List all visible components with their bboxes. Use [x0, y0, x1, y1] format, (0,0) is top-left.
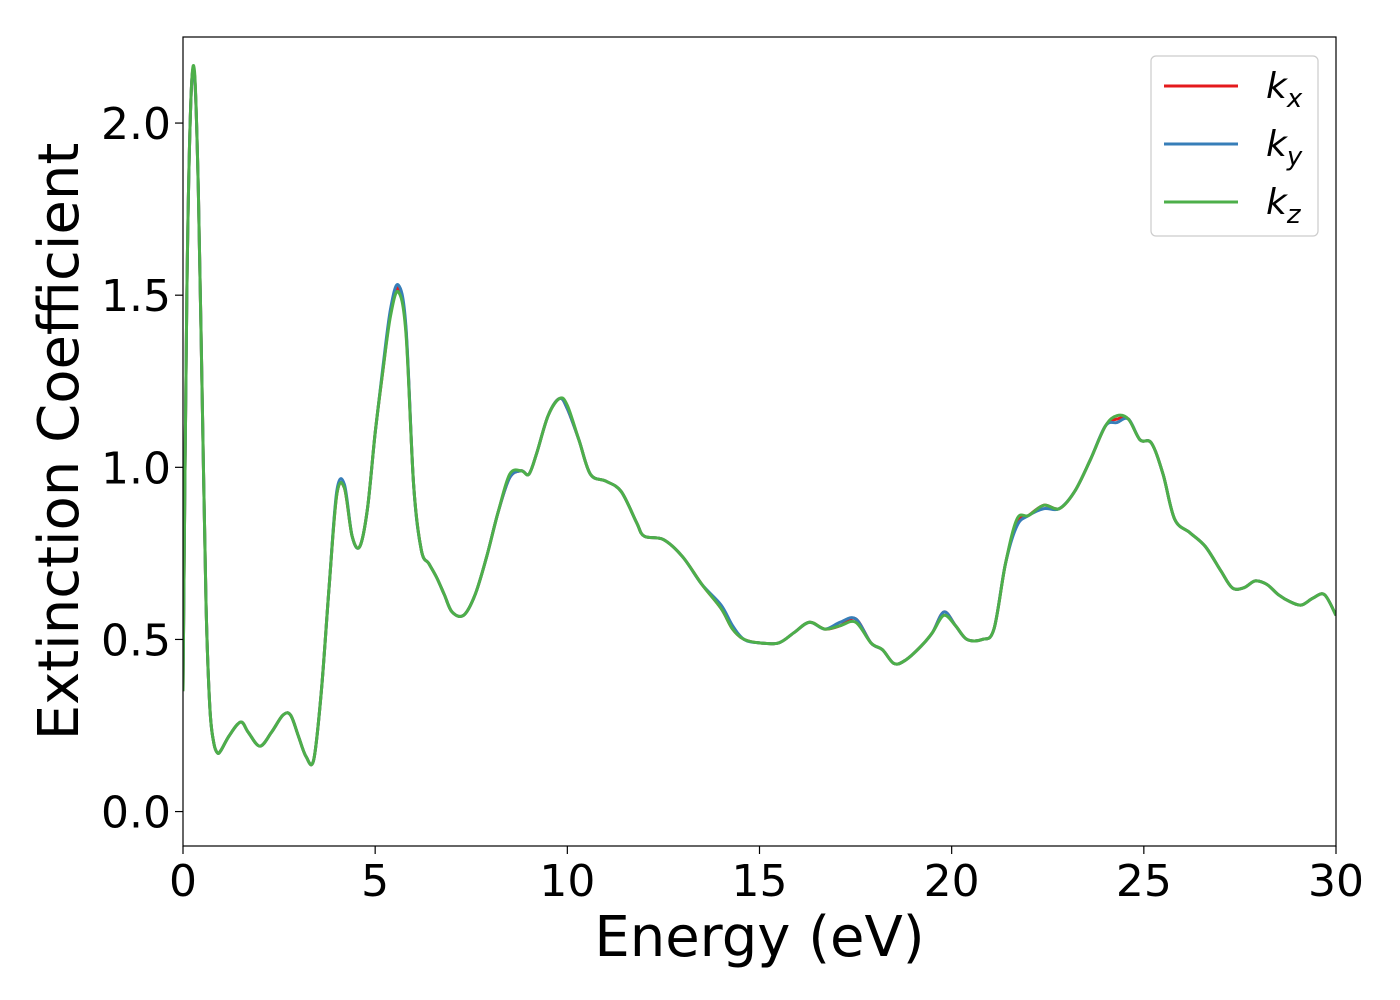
y-tick-label: 0.0 — [101, 788, 171, 839]
legend-label-ky: ky — [1266, 124, 1303, 172]
x-tick-label: 0 — [169, 856, 197, 907]
plot-area — [183, 64, 1336, 767]
y-tick-label: 1.0 — [101, 443, 171, 494]
y-tick-label: 1.5 — [101, 271, 171, 322]
y-axis-title: Extinction Coefficient — [27, 143, 92, 741]
legend: kx ky kz — [1150, 55, 1319, 237]
series-line-kz — [183, 64, 1336, 767]
y-axis: 0.0 0.5 1.0 1.5 2.0 — [101, 99, 183, 839]
y-tick-label: 0.5 — [101, 615, 171, 666]
legend-label-kx: kx — [1266, 66, 1303, 114]
x-axis: 0 5 10 15 20 25 30 — [169, 846, 1364, 907]
x-tick-label: 20 — [924, 856, 980, 907]
legend-label-kz: kz — [1266, 182, 1302, 230]
legend-box — [1150, 55, 1319, 237]
y-tick-label: 2.0 — [101, 99, 171, 150]
x-tick-label: 15 — [732, 856, 788, 907]
x-tick-label: 30 — [1308, 856, 1364, 907]
plot-frame — [182, 36, 1337, 847]
x-tick-label: 10 — [539, 856, 595, 907]
x-tick-label: 25 — [1116, 856, 1172, 907]
x-axis-title: Energy (eV) — [594, 905, 924, 970]
x-tick-label: 5 — [361, 856, 389, 907]
